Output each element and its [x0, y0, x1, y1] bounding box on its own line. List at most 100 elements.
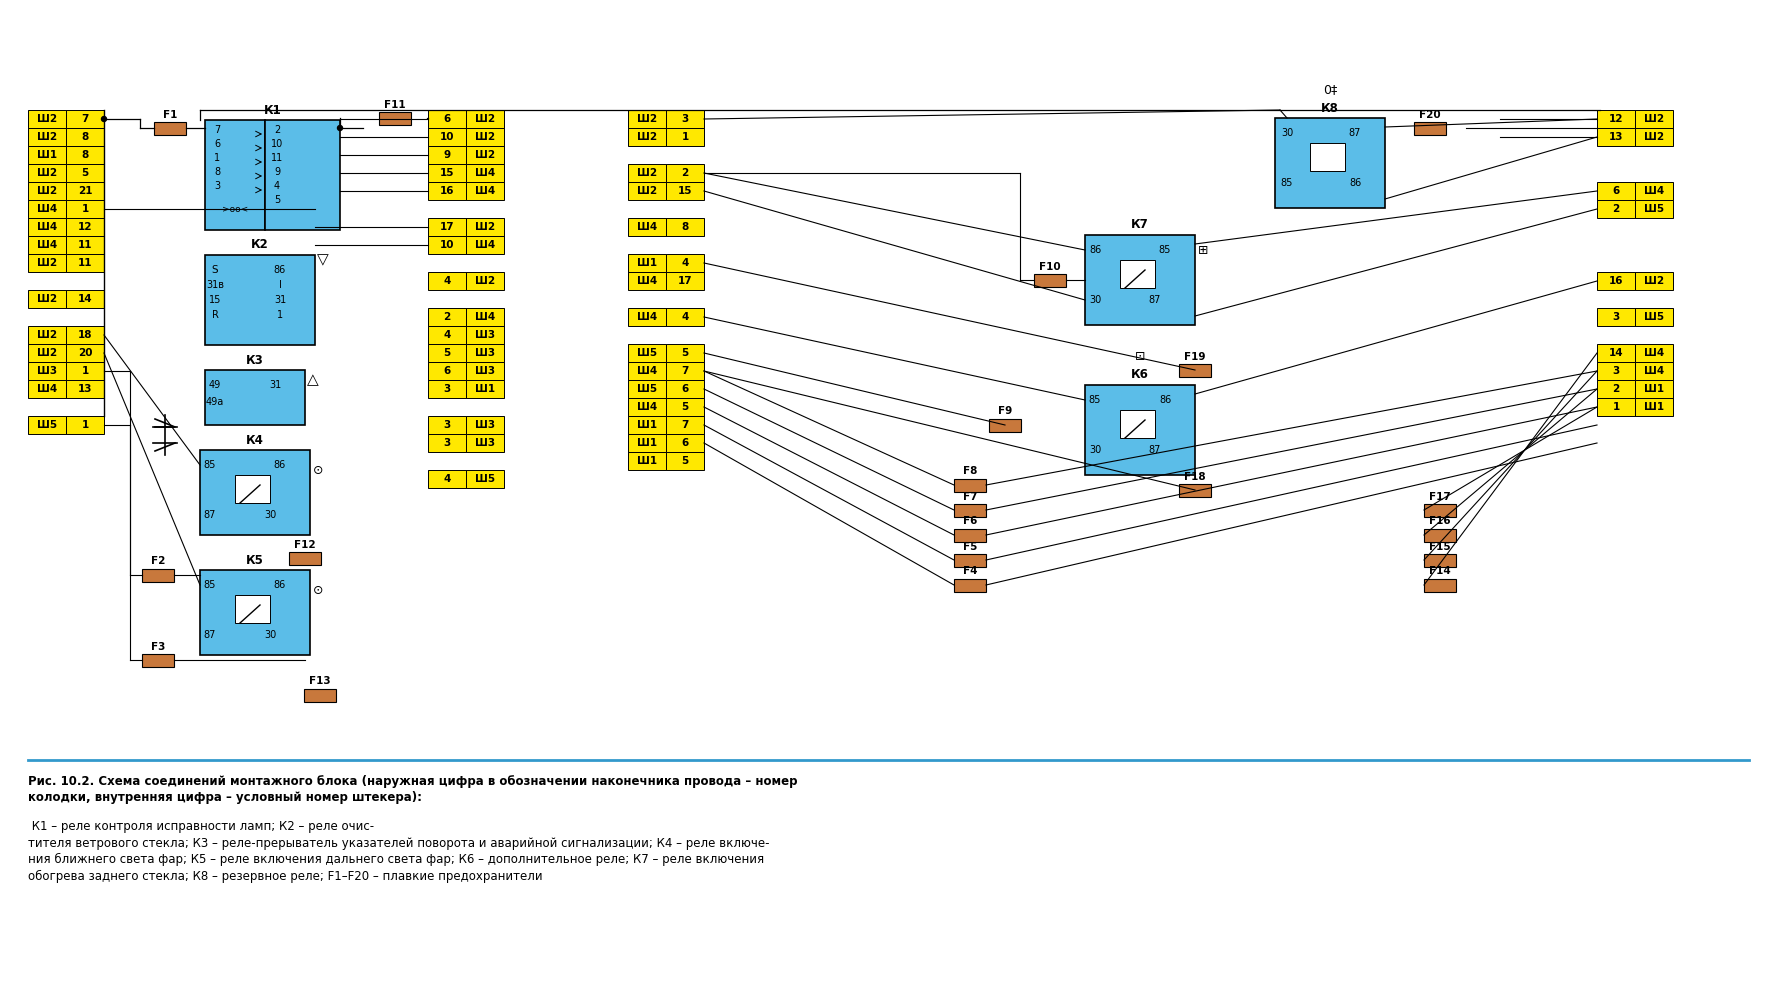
Bar [265, 120, 339, 230]
Text: Ш4: Ш4 [636, 366, 657, 376]
Bar [1598, 200, 1635, 218]
Bar [428, 182, 466, 200]
Text: Ш1: Ш1 [636, 438, 657, 448]
Text: 2: 2 [681, 168, 689, 178]
Text: 7: 7 [82, 114, 89, 124]
Bar [1598, 308, 1635, 326]
Text: Ш5: Ш5 [37, 420, 57, 430]
Text: Ш2: Ш2 [636, 168, 657, 178]
Text: К4: К4 [245, 434, 265, 447]
Text: 85: 85 [204, 460, 217, 470]
Bar [1423, 503, 1455, 516]
Text: Ш2: Ш2 [474, 132, 496, 142]
Circle shape [338, 126, 343, 131]
Bar [428, 218, 466, 236]
Text: 1: 1 [1612, 402, 1619, 412]
Bar [28, 344, 66, 362]
Bar [1635, 110, 1672, 128]
Text: 5: 5 [681, 402, 689, 412]
Text: Ш3: Ш3 [474, 330, 496, 340]
Bar [142, 568, 174, 581]
Text: Ш2: Ш2 [37, 186, 57, 196]
Bar [666, 218, 704, 236]
Text: 1: 1 [681, 132, 689, 142]
Bar [1414, 122, 1446, 135]
Bar [1034, 274, 1066, 287]
Text: 31в: 31в [206, 280, 224, 290]
Bar [1276, 118, 1384, 208]
Text: 4: 4 [681, 312, 689, 322]
Bar [954, 553, 986, 566]
Bar [666, 344, 704, 362]
Text: F6: F6 [963, 516, 977, 526]
Bar [1310, 143, 1345, 171]
Text: F11: F11 [384, 100, 405, 110]
Text: F19: F19 [1183, 352, 1207, 362]
Bar [28, 110, 66, 128]
Circle shape [101, 117, 107, 122]
Text: F7: F7 [963, 492, 977, 501]
Bar [1178, 364, 1210, 377]
Text: ⊙: ⊙ [313, 464, 323, 477]
Text: 8: 8 [681, 222, 689, 232]
Text: 16: 16 [1608, 276, 1622, 286]
Text: Ш2: Ш2 [37, 348, 57, 358]
Text: 11: 11 [78, 258, 92, 268]
Bar [428, 344, 466, 362]
Text: F15: F15 [1429, 541, 1450, 551]
Bar [1635, 128, 1672, 146]
Text: 5: 5 [681, 348, 689, 358]
Bar [1086, 235, 1194, 325]
Bar [66, 344, 105, 362]
Text: F17: F17 [1429, 492, 1450, 501]
Bar [1635, 362, 1672, 380]
Text: Ш5: Ш5 [1644, 312, 1663, 322]
Text: Ш2: Ш2 [636, 132, 657, 142]
Text: 86: 86 [1349, 178, 1361, 188]
Bar [1598, 128, 1635, 146]
Bar [204, 370, 306, 425]
Text: 4: 4 [681, 258, 689, 268]
Bar [627, 398, 666, 416]
Text: 85: 85 [1159, 245, 1171, 255]
Bar [1635, 344, 1672, 362]
Bar [627, 110, 666, 128]
Text: 15: 15 [439, 168, 455, 178]
Text: 87: 87 [1349, 128, 1361, 138]
Bar [28, 236, 66, 254]
Text: Ш2: Ш2 [37, 114, 57, 124]
Text: Ш2: Ш2 [1644, 276, 1663, 286]
Text: 20: 20 [78, 348, 92, 358]
Bar [28, 290, 66, 308]
Text: 17: 17 [677, 276, 693, 286]
Bar [466, 434, 505, 452]
Text: Ш5: Ш5 [636, 348, 657, 358]
Text: 15: 15 [210, 295, 220, 305]
Text: ⊞: ⊞ [1198, 244, 1208, 257]
Text: F14: F14 [1429, 566, 1450, 576]
Bar [466, 344, 505, 362]
Bar [428, 326, 466, 344]
Text: 2: 2 [1612, 204, 1619, 214]
Text: 13: 13 [78, 384, 92, 394]
Text: 6: 6 [681, 438, 689, 448]
Text: >oo<: >oo< [222, 206, 249, 215]
Text: 5: 5 [681, 456, 689, 466]
Text: F3: F3 [151, 641, 165, 651]
Text: 5: 5 [444, 348, 451, 358]
Text: Ш1: Ш1 [636, 456, 657, 466]
Text: 8: 8 [213, 167, 220, 177]
Bar [1423, 553, 1455, 566]
Bar [304, 688, 336, 701]
Bar [627, 164, 666, 182]
Text: 3: 3 [681, 114, 689, 124]
Text: 11: 11 [78, 240, 92, 250]
Text: 86: 86 [274, 265, 286, 275]
Bar [201, 570, 309, 655]
Bar [466, 470, 505, 488]
Text: 5: 5 [82, 168, 89, 178]
Text: F20: F20 [1420, 110, 1441, 120]
Text: F1: F1 [163, 110, 178, 120]
Bar [466, 272, 505, 290]
Bar [1423, 528, 1455, 541]
